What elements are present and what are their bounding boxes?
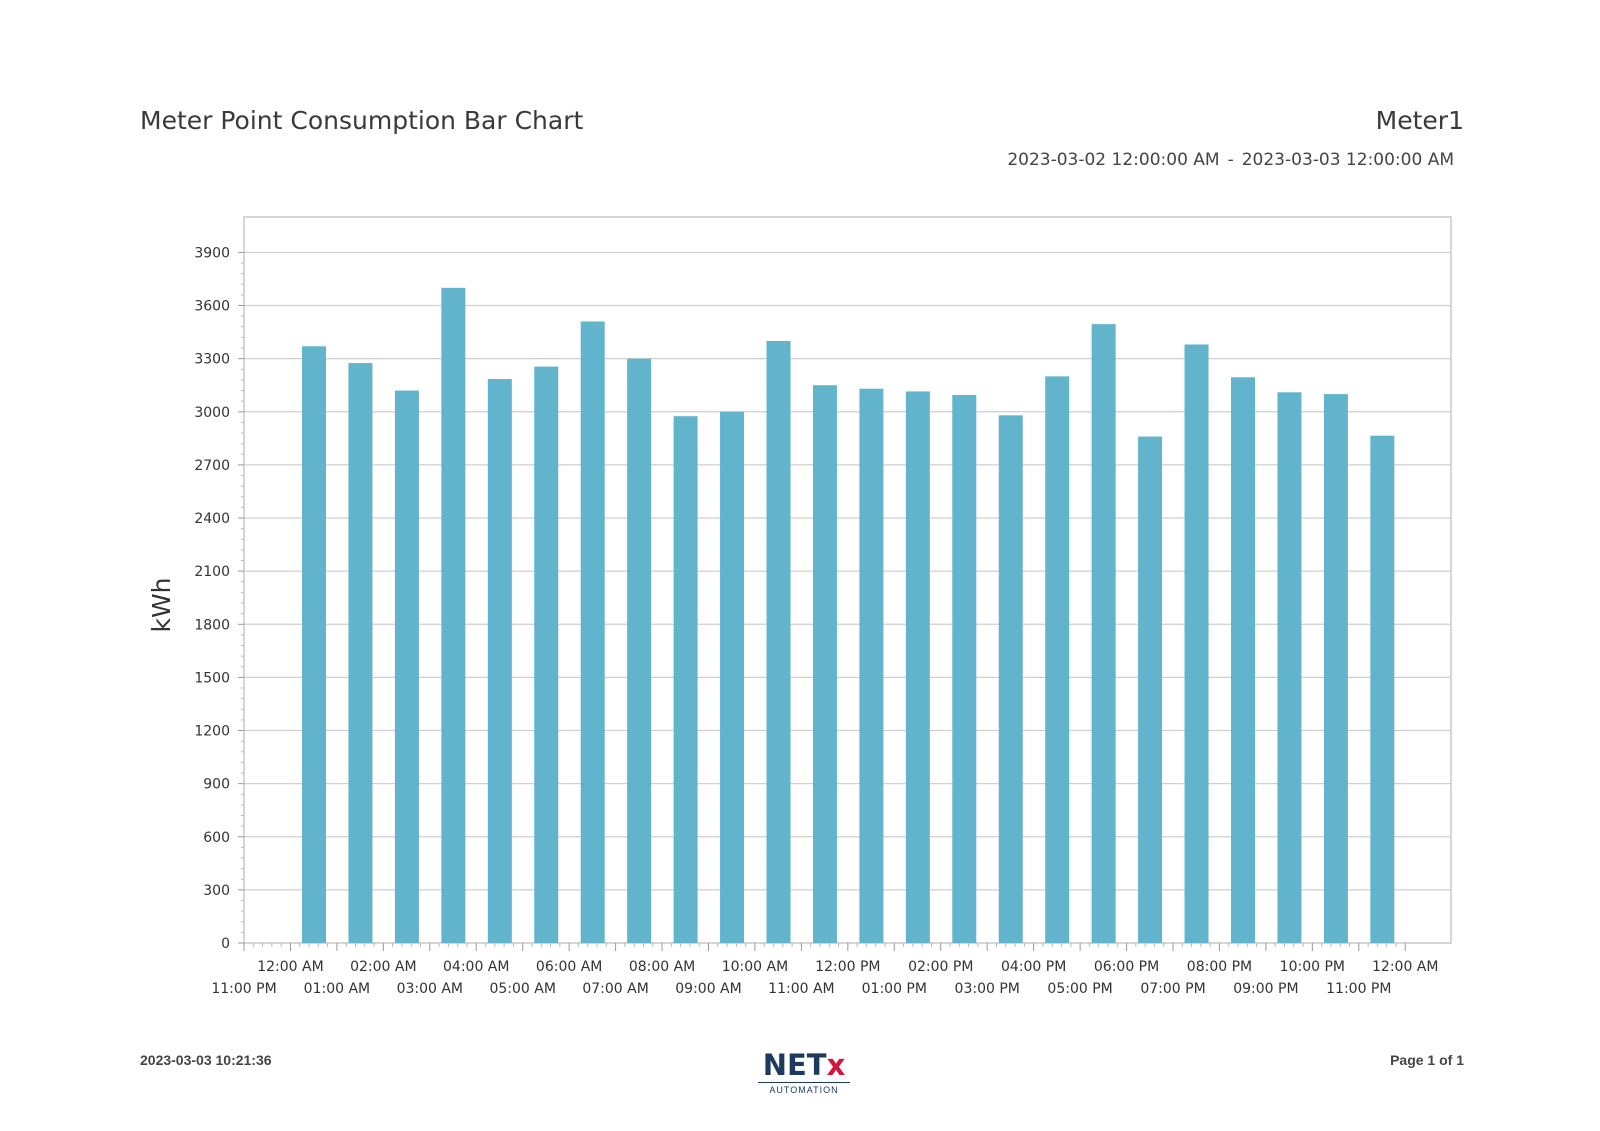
x-tick-label: 03:00 AM bbox=[397, 981, 463, 997]
bar-1000pm bbox=[1323, 394, 1348, 943]
bar-1100am bbox=[812, 385, 837, 944]
page-number: Page 1 of 1 bbox=[1390, 1052, 1464, 1068]
y-tick-label: 2400 bbox=[194, 511, 230, 527]
meter-name: Meter1 bbox=[1375, 106, 1464, 135]
report-title: Meter Point Consumption Bar Chart bbox=[140, 106, 584, 135]
y-tick-label: 600 bbox=[203, 830, 230, 846]
bar-0800am bbox=[673, 416, 698, 944]
x-tick-label: 07:00 AM bbox=[582, 981, 648, 997]
x-tick-label: 06:00 PM bbox=[1094, 959, 1159, 975]
bar-1000am bbox=[766, 340, 791, 943]
bar-0500pm bbox=[1091, 324, 1116, 943]
y-tick-label: 3600 bbox=[194, 299, 230, 315]
x-tick-label: 05:00 AM bbox=[489, 981, 555, 997]
bar-1200pm bbox=[859, 388, 884, 943]
bar-0100pm bbox=[905, 391, 930, 943]
bar-0400am bbox=[487, 379, 512, 943]
x-tick-label: 12:00 PM bbox=[815, 959, 880, 975]
y-tick-label: 0 bbox=[221, 936, 230, 952]
bars bbox=[302, 287, 1395, 944]
x-tick-label: 02:00 PM bbox=[908, 959, 973, 975]
x-tick-label: 09:00 PM bbox=[1233, 981, 1298, 997]
netx-logo: NETx AUTOMATION bbox=[758, 1050, 850, 1095]
x-tick-label: 04:00 PM bbox=[1001, 959, 1066, 975]
bar-0900am bbox=[720, 411, 745, 943]
plot-frame bbox=[243, 216, 1452, 944]
logo-wordmark: NETx bbox=[762, 1048, 846, 1082]
y-tick-label: 2100 bbox=[194, 564, 230, 580]
bar-0700am bbox=[627, 358, 652, 943]
x-tick-label: 02:00 AM bbox=[350, 959, 416, 975]
y-tick-label: 900 bbox=[203, 777, 230, 793]
y-tick-label: 2700 bbox=[194, 458, 230, 474]
x-tick-label: 11:00 AM bbox=[768, 981, 834, 997]
y-tick-label: 1200 bbox=[194, 724, 230, 740]
bar-0200pm bbox=[952, 394, 977, 944]
y-tick-label: 3300 bbox=[194, 352, 230, 368]
grid-lines bbox=[243, 216, 1452, 944]
range-separator: - bbox=[1227, 150, 1234, 170]
tick-labels: 0 300 600 900 1200 1500 1800 2100 2400 2700 3000 33… bbox=[194, 245, 1438, 997]
x-tick-label: 01:00 AM bbox=[304, 981, 370, 997]
x-tick-label: 10:00 AM bbox=[722, 959, 788, 975]
bar-0500am bbox=[534, 366, 559, 943]
x-tick-label: 12:00 AM bbox=[257, 959, 323, 975]
axes bbox=[238, 251, 1406, 951]
bar-0300am bbox=[441, 287, 466, 944]
y-axis-label: kWh bbox=[147, 577, 176, 632]
bar-1200am bbox=[302, 346, 326, 943]
range-end: 2023-03-03 12:00:00 AM bbox=[1241, 150, 1454, 170]
bar-1100pm bbox=[1370, 435, 1395, 943]
x-tick-label: 08:00 AM bbox=[629, 959, 695, 975]
x-tick-label: 07:00 PM bbox=[1140, 981, 1205, 997]
bar-0700pm bbox=[1184, 344, 1209, 943]
y-tick-label: 3000 bbox=[194, 405, 230, 421]
y-tick-label: 300 bbox=[203, 883, 230, 899]
x-tick-label: 08:00 PM bbox=[1187, 959, 1252, 975]
bar-0100am bbox=[348, 363, 373, 944]
x-tick-label: 11:00 PM bbox=[211, 981, 276, 997]
x-tick-label: 01:00 PM bbox=[862, 981, 927, 997]
bar-0600am bbox=[580, 321, 605, 944]
date-range: 2023-03-02 12:00:00 AM -2023-03-03 12:00:… bbox=[1007, 150, 1454, 170]
x-tick-label: 10:00 PM bbox=[1280, 959, 1345, 975]
bar-0300pm bbox=[998, 415, 1023, 943]
bar-0600pm bbox=[1138, 436, 1163, 943]
bar-0200am bbox=[394, 390, 419, 943]
bar-0900pm bbox=[1277, 392, 1302, 943]
footer-timestamp: 2023-03-03 10:21:36 bbox=[140, 1052, 272, 1068]
y-tick-label: 1500 bbox=[194, 670, 230, 686]
range-start: 2023-03-02 12:00:00 AM bbox=[1007, 150, 1220, 170]
x-tick-label: 03:00 PM bbox=[955, 981, 1020, 997]
logo-divider bbox=[758, 1082, 850, 1083]
logo-subtitle: AUTOMATION bbox=[769, 1085, 839, 1095]
x-tick-label: 04:00 AM bbox=[443, 959, 509, 975]
bar-0400pm bbox=[1045, 376, 1070, 943]
x-tick-label: 06:00 AM bbox=[536, 959, 602, 975]
y-tick-label: 1800 bbox=[194, 617, 230, 633]
x-tick-label: 09:00 AM bbox=[675, 981, 741, 997]
x-tick-label: 05:00 PM bbox=[1047, 981, 1112, 997]
x-tick-label: 11:00 PM bbox=[1326, 981, 1391, 997]
y-tick-label: 3900 bbox=[194, 245, 230, 261]
bar-0800pm bbox=[1231, 377, 1255, 943]
x-tick-label: 12:00 AM bbox=[1372, 959, 1438, 975]
